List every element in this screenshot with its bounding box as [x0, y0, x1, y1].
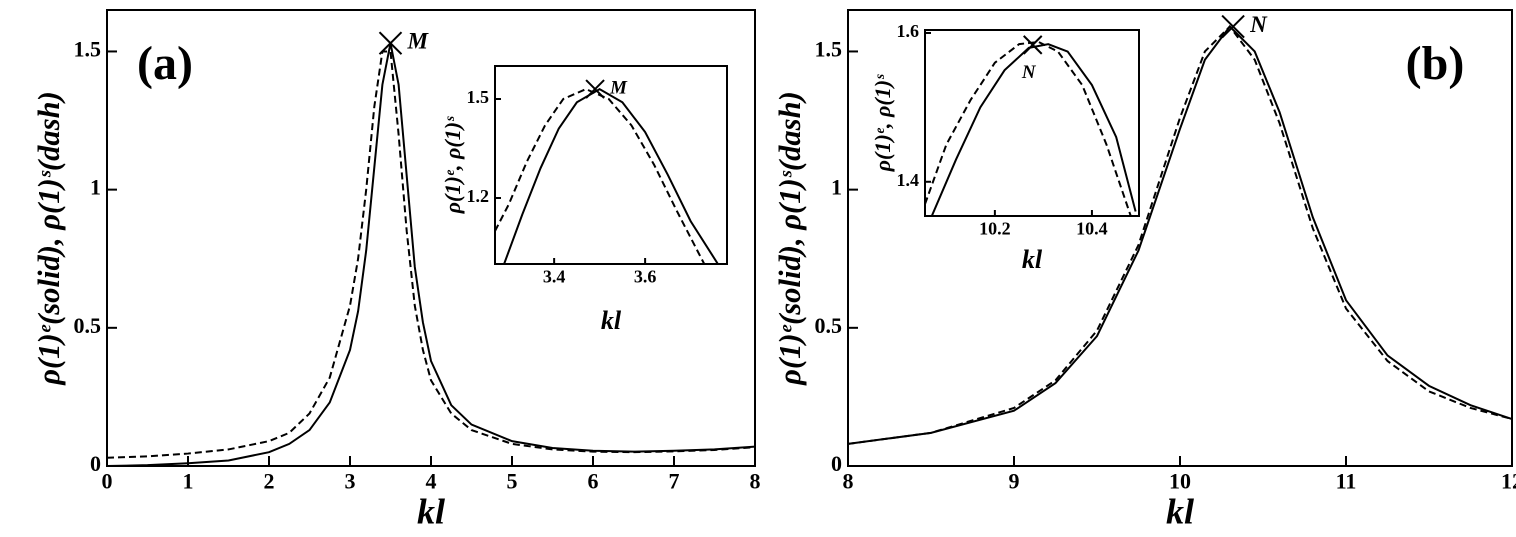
x-axis-label: kl [601, 306, 622, 335]
y-tick-label: 1.6 [897, 21, 920, 41]
x-tick-label: 8 [843, 469, 854, 494]
plot [848, 25, 1512, 445]
y-axis-label: ρ(1)ᵉ(solid), ρ(1)ˢ(dash) [773, 91, 807, 386]
plot [495, 87, 719, 264]
y-tick-label: 1.5 [815, 37, 843, 62]
series-line [848, 25, 1512, 445]
peak-marker [1221, 14, 1245, 39]
x-tick-label: 2 [264, 469, 275, 494]
peak-marker [585, 79, 605, 99]
peak-marker [1023, 35, 1043, 55]
annotation: M [407, 27, 430, 53]
axes-frame [494, 65, 728, 265]
x-tick-label: 4 [426, 469, 437, 494]
x-axis-label: kl [1166, 491, 1194, 531]
x-axis-label: kl [1022, 245, 1043, 274]
x-tick-label: 1 [183, 469, 194, 494]
x-tick-label: 6 [588, 469, 599, 494]
x-tick-label: 11 [1336, 469, 1357, 494]
panel-label: (a) [137, 37, 193, 90]
x-tick-label: 9 [1009, 469, 1020, 494]
y-axis-label: ρ(1)ᵉ(solid), ρ(1)ˢ(dash) [32, 91, 66, 386]
marker-stroke [1023, 35, 1043, 55]
plot [925, 40, 1137, 216]
annotation: N [1021, 62, 1037, 83]
y-tick-label: 1.5 [467, 87, 490, 107]
marker-stroke [585, 79, 605, 99]
series-line [107, 42, 755, 466]
y-tick-label: 1 [831, 175, 842, 200]
y-tick-label: 1 [90, 175, 101, 200]
series-line [930, 43, 1137, 216]
x-tick-label: 12 [1501, 469, 1516, 494]
y-tick-label: 0 [831, 451, 842, 476]
x-tick-label: 10.4 [1076, 219, 1108, 239]
y-tick-label: 0.5 [815, 313, 843, 338]
series-line [495, 88, 706, 264]
x-tick-label: 3.6 [634, 267, 657, 287]
panel-label: (b) [1406, 37, 1465, 90]
x-axis-label: kl [417, 491, 445, 531]
plot-area [925, 30, 1139, 216]
panel: 10.2 10.4 1.4 1.6 kl ρ(1)ᵉ, ρ(1)ˢ N [870, 21, 1140, 274]
y-tick-label: 1.5 [74, 37, 102, 62]
marker-stroke [378, 31, 403, 55]
y-tick-label: 0 [90, 451, 101, 476]
annotation: M [609, 77, 628, 98]
series-line [925, 40, 1132, 216]
x-tick-label: 3 [345, 469, 356, 494]
y-tick-label: 1.2 [467, 186, 490, 206]
x-tick-label: 8 [750, 469, 761, 494]
x-tick-label: 5 [507, 469, 518, 494]
x-tick-label: 10 [1169, 469, 1191, 494]
plot [107, 42, 755, 466]
panel: 3.4 3.6 1.2 1.5 kl ρ(1)ᵉ, ρ(1)ˢ M [440, 65, 728, 335]
annotation: N [1249, 11, 1268, 37]
marker-stroke [1221, 14, 1245, 39]
series-line [107, 50, 755, 459]
x-tick-label: 10.2 [979, 219, 1011, 239]
plot-area [495, 66, 727, 264]
peak-marker [378, 31, 403, 55]
axes-frame [924, 29, 1140, 217]
y-axis-label: ρ(1)ᵉ, ρ(1)ˢ [870, 74, 895, 172]
series-line [503, 87, 719, 264]
y-tick-label: 0.5 [74, 313, 102, 338]
x-tick-label: 0 [102, 469, 113, 494]
x-tick-label: 7 [669, 469, 680, 494]
x-tick-label: 3.4 [543, 267, 566, 287]
y-tick-label: 1.4 [897, 170, 920, 190]
y-axis-label: ρ(1)ᵉ, ρ(1)ˢ [440, 116, 465, 214]
